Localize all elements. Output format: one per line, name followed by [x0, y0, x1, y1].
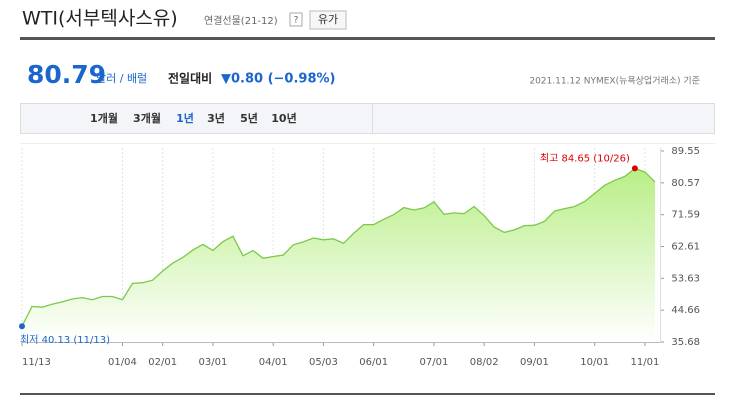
- x-tick-label: 02/01: [148, 357, 177, 368]
- min-point: [19, 323, 25, 330]
- area: [22, 168, 655, 342]
- tab[interactable]: 1개월: [90, 111, 118, 125]
- y-tick-label: 53.63: [671, 273, 700, 284]
- header-rule: [20, 37, 715, 40]
- y-tick-label: 71.59: [671, 210, 700, 221]
- y-tick-label: 44.66: [671, 305, 700, 316]
- tab[interactable]: 10년: [271, 111, 296, 125]
- change: ▼0.80 (−0.98%): [221, 72, 335, 87]
- subtitle: 연결선물(21-12): [204, 15, 278, 27]
- x-tick-label: 04/01: [259, 357, 288, 368]
- button[interactable]: 유가: [318, 13, 338, 26]
- tab[interactable]: 3개월: [133, 111, 161, 125]
- footer-rule: [20, 393, 715, 395]
- x-tick-label: 03/01: [198, 357, 227, 368]
- source: 2021.11.12 NYMEX(뉴욕상업거래소) 기준: [529, 76, 700, 87]
- change-label: 전일대비: [168, 71, 212, 86]
- tab[interactable]: 5년: [240, 111, 258, 125]
- x-tick-label: 08/02: [470, 357, 499, 368]
- x-tick-label: 11/01: [631, 357, 660, 368]
- button-box[interactable]: [309, 10, 347, 30]
- x-tick-label: 07/01: [420, 357, 449, 368]
- x-tick-label: 05/03: [309, 357, 338, 368]
- y-tick-label: 35.68: [671, 337, 700, 348]
- title: WTI(서부텍사스유): [22, 8, 178, 30]
- min-label: 최저 40.13 (11/13): [20, 334, 110, 346]
- help-box[interactable]: [289, 12, 303, 27]
- max-point: [631, 165, 638, 172]
- x-tick-label: 10/01: [580, 357, 609, 368]
- unit: 달러 / 배럴: [96, 72, 147, 85]
- x-tick-label: 11/13: [22, 357, 51, 368]
- x-tick-label: 01/04: [108, 357, 137, 368]
- y-tick-label: 80.57: [671, 178, 700, 189]
- tab[interactable]: 3년: [207, 111, 225, 125]
- line: [21, 167, 656, 327]
- max-label: 최고 84.65 (10/26): [540, 152, 630, 164]
- tab-bar: [20, 103, 715, 134]
- x-tick-label: 06/01: [359, 357, 388, 368]
- tab[interactable]: 1년: [176, 111, 194, 125]
- price: 80.79: [27, 60, 106, 89]
- x-tick-label: 09/01: [520, 357, 549, 368]
- help[interactable]: ?: [294, 16, 299, 26]
- y-tick-label: 89.55: [671, 146, 700, 157]
- y-tick-label: 62.61: [671, 242, 700, 253]
